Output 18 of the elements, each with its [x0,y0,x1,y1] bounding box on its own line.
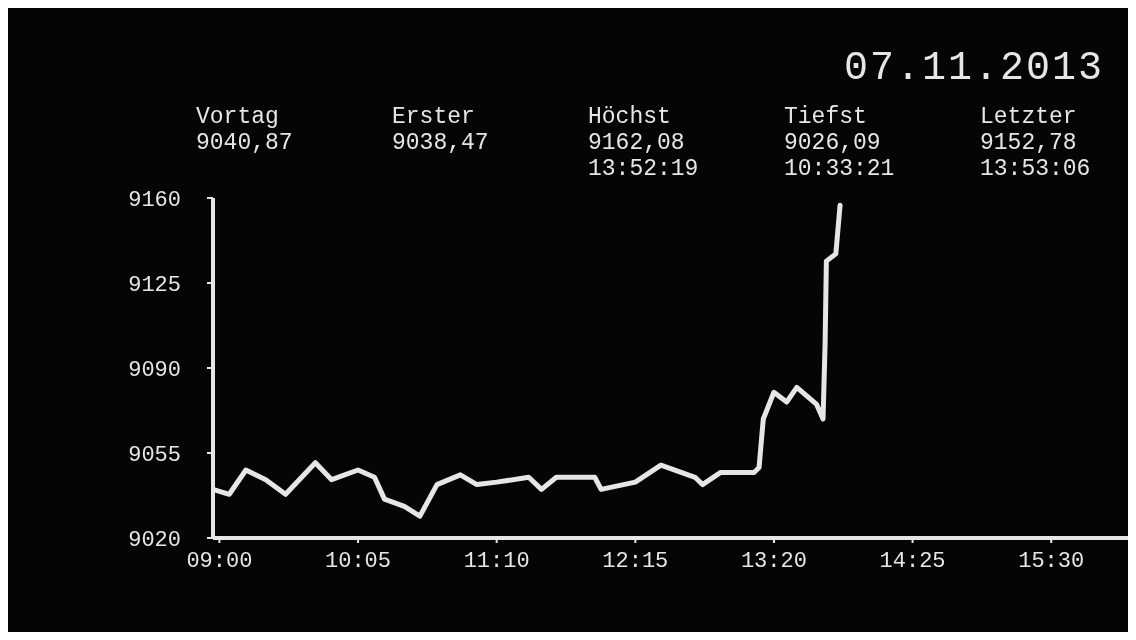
x-tick-label: 15:30 [1018,548,1085,574]
x-tick-label: 11:10 [463,548,530,574]
text: Tiefst 9026,09 10:33:21 [784,104,895,182]
x-tick-label: 10:05 [325,548,392,574]
chart-title: 07.11.2013 [843,46,1104,91]
text: Vortag 9040,87 [196,104,293,156]
x-tick-label: 14:25 [879,548,946,574]
x-tick-label: 13:20 [740,548,807,574]
y-tick-label: 9090 [128,357,181,383]
y-tick-label: 9125 [128,272,181,298]
text: Erster 9038,47 [392,104,489,156]
x-tick-label: 09:00 [186,548,253,574]
y-tick-label: 9020 [128,527,181,553]
y-tick-label: 9160 [128,187,181,213]
x-tick-label: 12:15 [602,548,669,574]
text: Letzter 9152,78 13:53:06 [980,104,1091,182]
text: Höchst 9162,08 13:52:19 [588,104,699,182]
y-tick-label: 9055 [128,442,181,468]
